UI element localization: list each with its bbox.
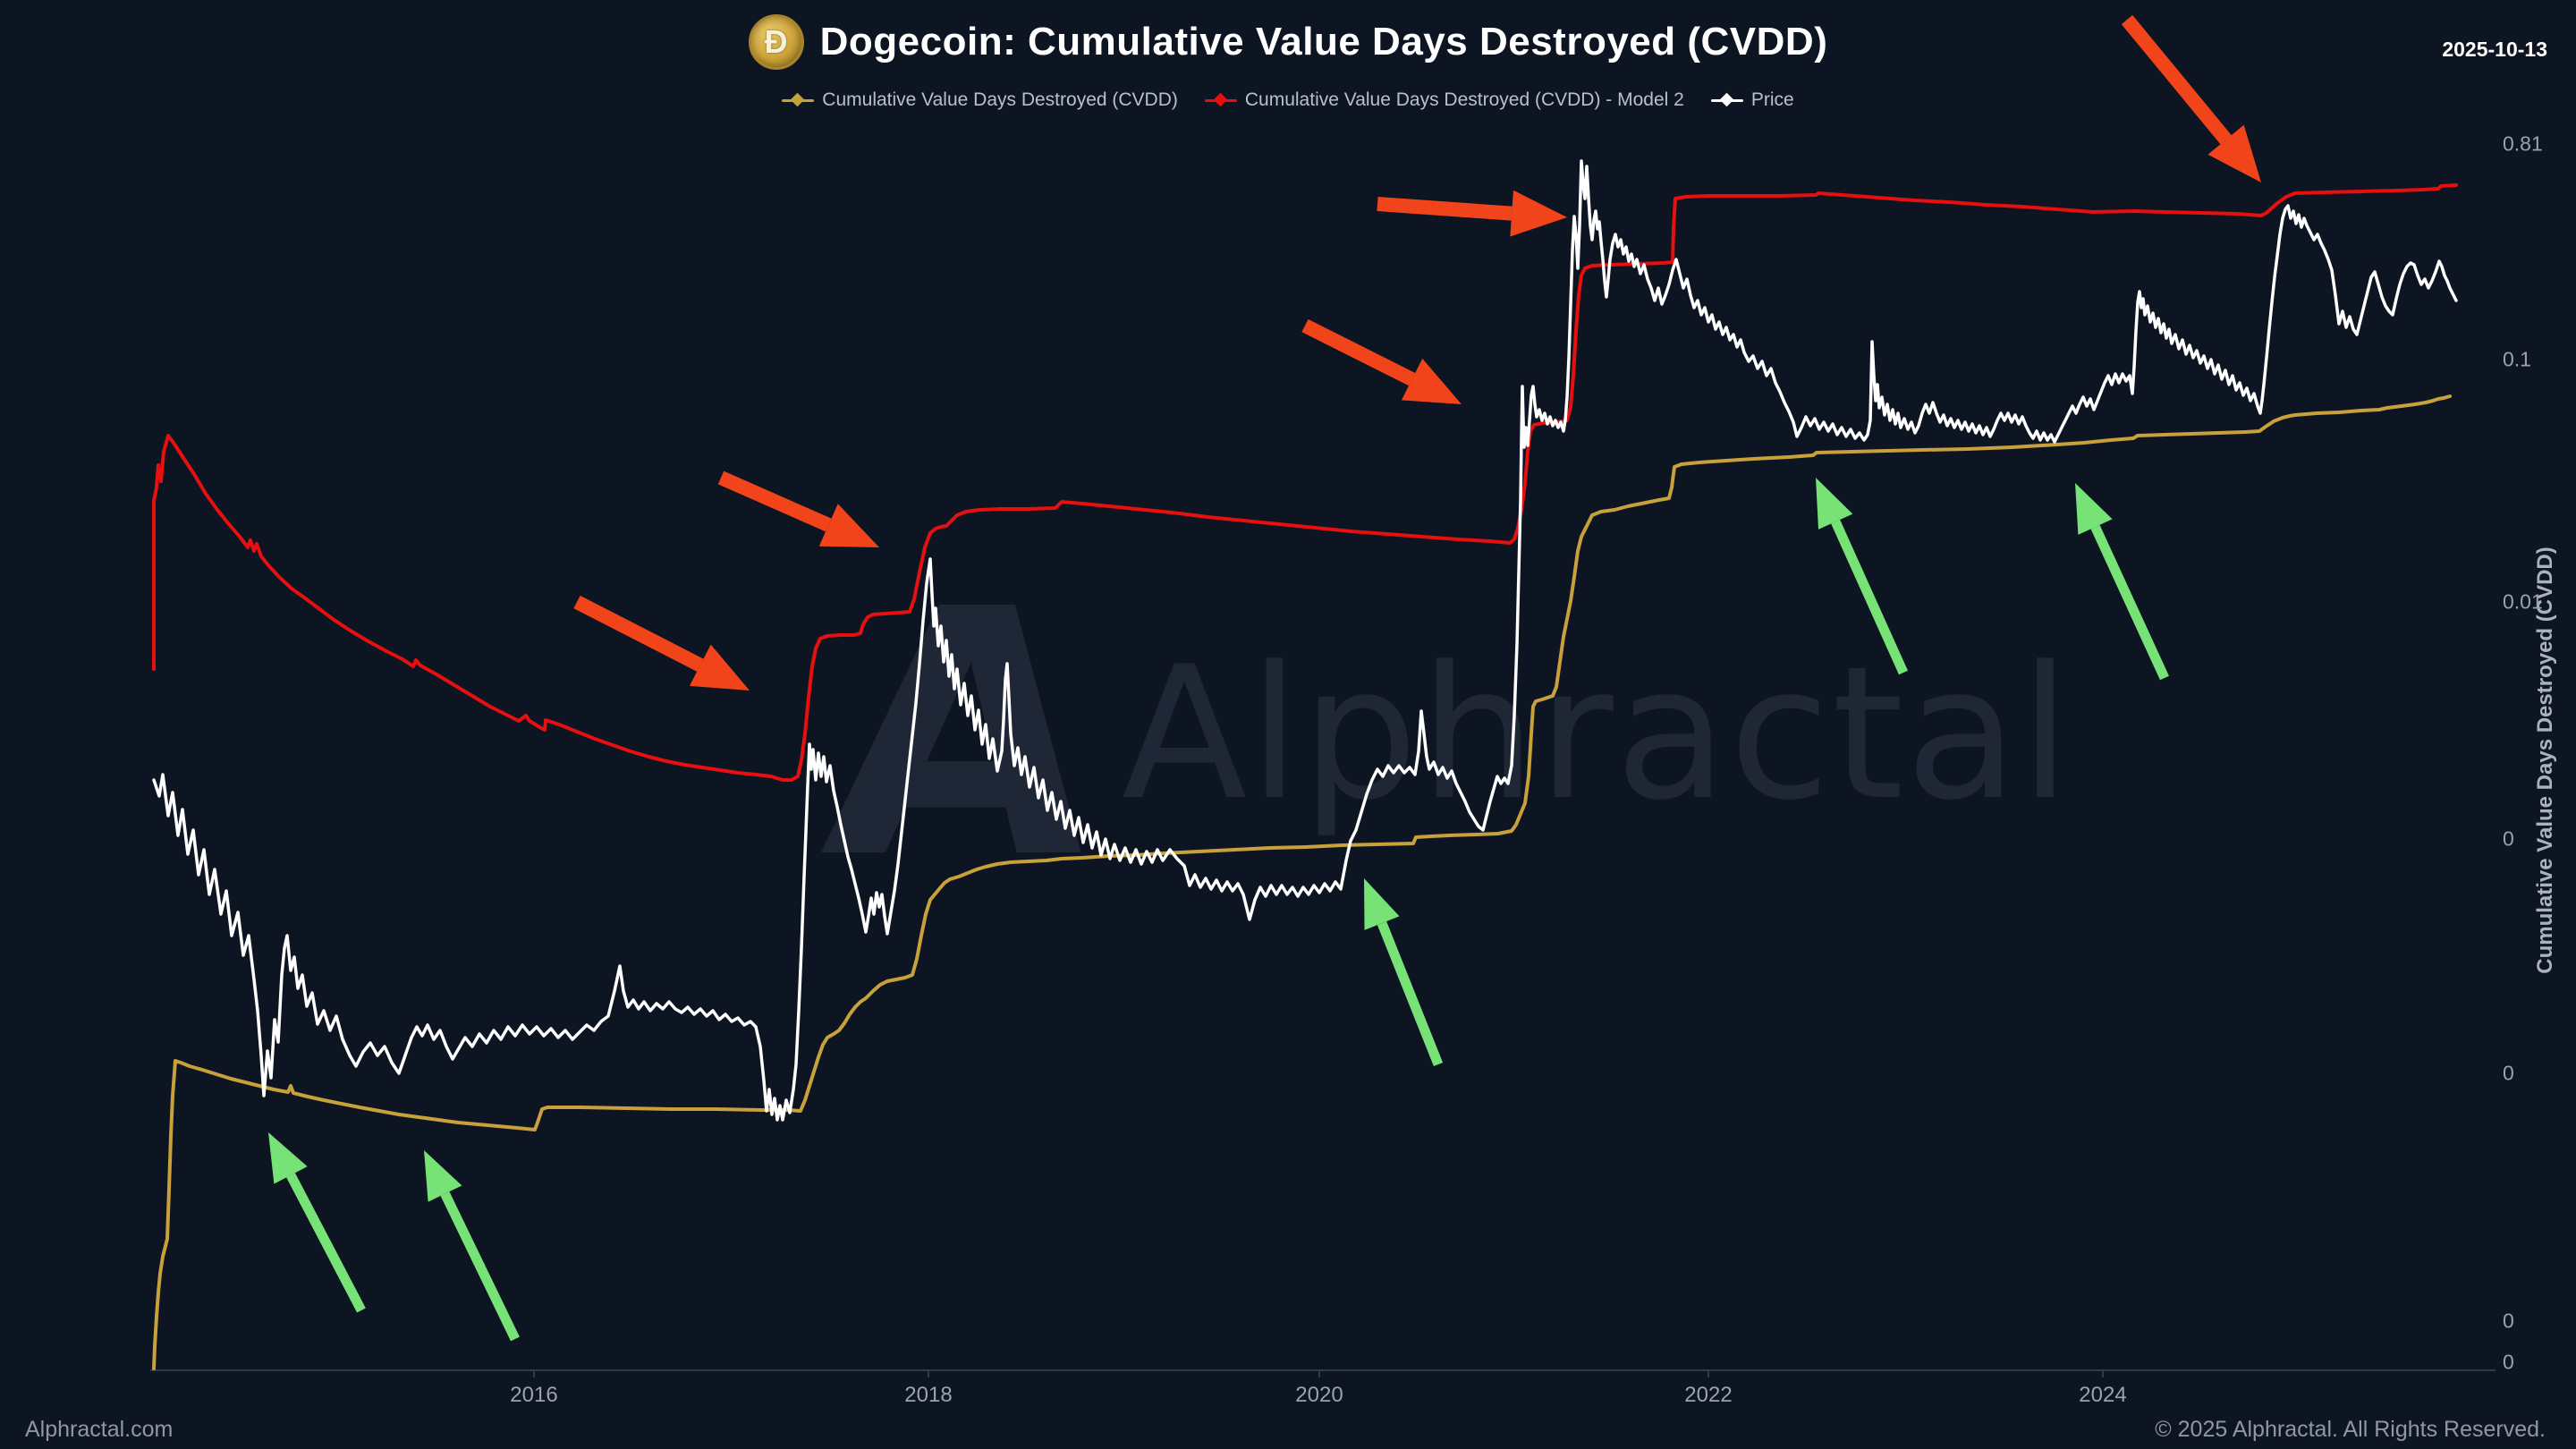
legend-item-2[interactable]: Price [1710, 89, 1794, 111]
x-tick-label-2018: 2018 [904, 1383, 953, 1407]
red-arrow-2014-top [573, 595, 750, 691]
green-arrow-2020-bottom [1364, 878, 1444, 1067]
green-arrow-2022-bottom [1816, 478, 1909, 675]
red-arrow-2025-top [2121, 14, 2261, 182]
legend-label: Cumulative Value Days Destroyed (CVDD) -… [1244, 89, 1684, 110]
y-tick-label-5: 0 [2503, 1309, 2514, 1333]
watermark-text: Alphractal [1122, 628, 2072, 841]
x-tick-label-2022: 2022 [1684, 1383, 1733, 1407]
series-line-price [152, 159, 2458, 1122]
y-tick-label-1: 0.1 [2503, 347, 2531, 371]
legend-item-0[interactable]: Cumulative Value Days Destroyed (CVDD) [782, 89, 1178, 111]
chart-legend: Cumulative Value Days Destroyed (CVDD) Cu… [0, 89, 2576, 111]
page-title: Dogecoin: Cumulative Value Days Destroye… [819, 20, 1828, 64]
alphractal-watermark: A Alphractal [811, 537, 2072, 933]
legend-marker-icon [1204, 92, 1237, 107]
y-tick-label-6: 0 [2503, 1350, 2514, 1374]
footer-site-link[interactable]: Alphractal.com [25, 1417, 174, 1442]
green-arrow-2015-bottom-2 [424, 1150, 520, 1342]
date-stamp: 2025-10-13 [2442, 38, 2547, 61]
x-tick-label-2020: 2020 [1295, 1383, 1343, 1407]
series-line-cumulative-value-days-destroyed-cvdd-model-2 [152, 183, 2458, 782]
footer-copyright: © 2025 Alphractal. All Rights Reserved. [2155, 1417, 2546, 1442]
green-arrow-2023-bottom [2075, 483, 2169, 681]
y-tick-label-3: 0 [2503, 826, 2514, 851]
red-arrow-2020-top [1301, 318, 1462, 404]
red-arrow-2021-top [1377, 190, 1567, 237]
x-tick-label-2016: 2016 [510, 1383, 558, 1407]
legend-label: Price [1750, 89, 1794, 110]
green-arrow-2015-bottom-1 [268, 1132, 366, 1313]
y-tick-label-0: 0.81 [2503, 131, 2543, 156]
legend-marker-icon [782, 92, 815, 107]
legend-label: Cumulative Value Days Destroyed (CVDD) [822, 89, 1178, 110]
legend-item-1[interactable]: Cumulative Value Days Destroyed (CVDD) -… [1204, 89, 1684, 111]
y-tick-label-2: 0.01 [2503, 589, 2543, 614]
x-tick-label-2024: 2024 [2079, 1383, 2127, 1407]
y-tick-label-4: 0 [2503, 1061, 2514, 1085]
dogecoin-icon: Ð [748, 14, 804, 70]
chart-header: Ð Dogecoin: Cumulative Value Days Destro… [0, 14, 2576, 70]
red-arrow-2017-top [717, 470, 879, 547]
legend-marker-icon [1710, 92, 1743, 107]
